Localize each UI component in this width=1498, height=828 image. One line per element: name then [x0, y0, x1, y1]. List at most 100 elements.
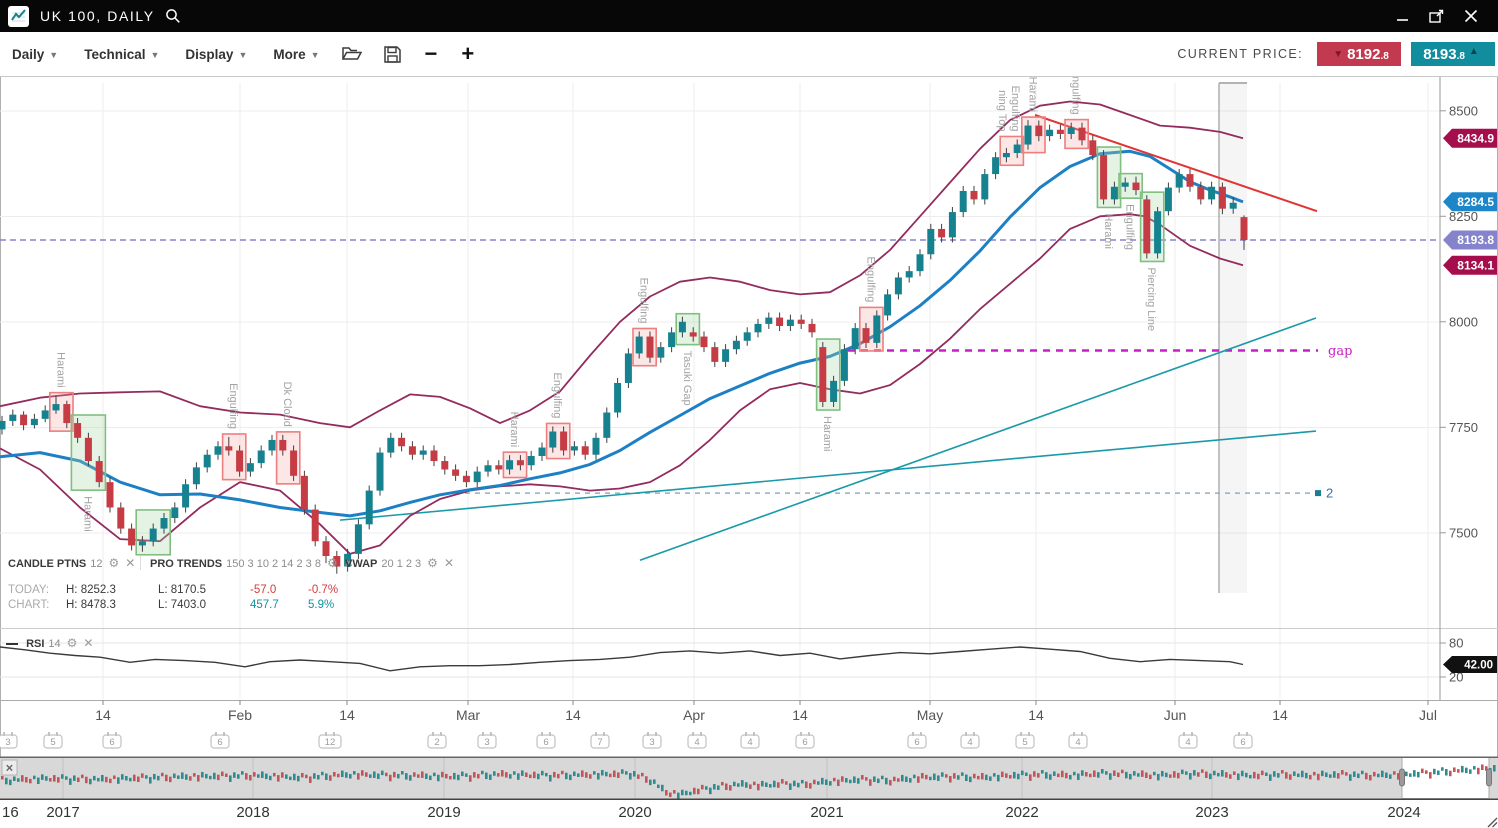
candle-body — [1154, 211, 1162, 254]
calendar-marker-icon[interactable] — [740, 734, 760, 749]
menu-display[interactable]: Display ▼ — [185, 46, 248, 62]
calendar-marker-icon[interactable] — [536, 734, 556, 749]
x-axis-label: May — [917, 707, 943, 723]
gear-icon[interactable]: ⚙ — [66, 636, 78, 650]
candle-body — [765, 317, 773, 324]
menu-timeframe[interactable]: Daily ▼ — [12, 46, 59, 62]
navigator-candle — [57, 777, 60, 783]
navigator-candle — [1481, 764, 1484, 770]
menu-technical[interactable]: Technical ▼ — [84, 46, 160, 62]
open-folder-icon[interactable] — [341, 46, 362, 62]
navigator-candle — [809, 783, 812, 789]
calendar-marker-icon[interactable] — [642, 734, 662, 749]
navigator-candle — [489, 774, 492, 780]
calendar-marker-icon[interactable] — [1178, 734, 1198, 749]
navigator-candle — [1165, 772, 1168, 778]
navigator-candle — [297, 775, 300, 782]
navigator-candle — [405, 773, 408, 780]
close-icon[interactable]: ✕ — [343, 556, 354, 570]
gear-icon[interactable]: ⚙ — [427, 556, 438, 570]
close-button[interactable] — [1464, 9, 1478, 23]
gear-icon[interactable]: ⚙ — [108, 556, 120, 570]
navigator-candle — [1021, 770, 1024, 776]
navigator-candle — [97, 777, 100, 782]
close-icon[interactable]: ✕ — [125, 556, 136, 570]
calendar-marker-icon[interactable] — [427, 734, 447, 749]
save-icon[interactable] — [383, 45, 401, 63]
calendar-marker-icon[interactable] — [907, 734, 927, 749]
navigator-candle — [497, 773, 500, 777]
calendar-marker-icon[interactable] — [477, 734, 497, 749]
calendar-marker-count: 4 — [694, 737, 699, 748]
candle-body — [387, 437, 395, 453]
calendar-marker-icon[interactable] — [102, 734, 122, 749]
calendar-marker-icon[interactable] — [590, 734, 610, 749]
calendar-marker-icon[interactable] — [43, 734, 63, 749]
navigator-candle — [281, 772, 284, 778]
line-label: gap — [1328, 344, 1352, 359]
calendar-marker-icon[interactable] — [1233, 734, 1253, 749]
calendar-marker-icon[interactable] — [687, 734, 707, 749]
navigator-candle — [817, 781, 820, 785]
pattern-label: Harami — [508, 412, 520, 447]
navigator-handle-right[interactable] — [1486, 768, 1492, 787]
x-axis-label: 14 — [1028, 707, 1044, 723]
candle-body — [905, 271, 913, 278]
navigator-candle — [729, 785, 732, 791]
navigator-candle — [993, 773, 996, 777]
pattern-label: Harami — [81, 496, 93, 531]
navigator-candle — [305, 774, 308, 779]
navigator-candle — [753, 781, 756, 786]
navigator-close-button[interactable] — [1, 759, 18, 776]
navigator-selection-window[interactable] — [1401, 757, 1490, 799]
navigator-handle-left[interactable] — [1399, 768, 1405, 787]
buy-price-button[interactable]: 8193.8 ▲ — [1411, 42, 1495, 66]
candle-body — [624, 353, 632, 383]
search-icon[interactable] — [165, 8, 181, 24]
navigator-candle — [921, 772, 924, 779]
candle-body — [635, 336, 643, 354]
calendar-marker-icon[interactable] — [318, 734, 342, 749]
navigator-candle — [109, 778, 112, 784]
zoom-in-button[interactable]: + — [461, 41, 475, 66]
calendar-marker-icon[interactable] — [210, 734, 230, 749]
navigator-candle — [89, 778, 92, 785]
sell-price-button[interactable]: ▼ 8192.8 — [1317, 42, 1401, 66]
navigator-candle — [265, 773, 268, 780]
history-navigator[interactable]: ✕ — [0, 756, 1498, 800]
navigator-candle — [1161, 770, 1164, 777]
minimize-button[interactable] — [1396, 10, 1409, 23]
main-chart[interactable]: gap 2 Harami Harami Engulfing Dk Cloud Harami E… — [0, 77, 1498, 628]
calendar-ring — [700, 732, 702, 736]
candle-body — [1089, 140, 1097, 156]
navigator-candle — [209, 775, 212, 780]
resize-handle[interactable] — [1485, 815, 1498, 828]
navigator-candle — [253, 772, 256, 777]
symbol-title: UK 100, DAILY — [40, 8, 155, 24]
candle-body — [354, 524, 362, 554]
navigator-candle — [941, 772, 944, 777]
candle-body — [840, 349, 848, 381]
candle-body — [938, 228, 946, 238]
calendar-marker-icon[interactable] — [0, 734, 18, 749]
navigator-candle — [533, 771, 536, 779]
calendar-marker-icon[interactable] — [960, 734, 980, 749]
calendar-marker-icon[interactable] — [1068, 734, 1088, 749]
menu-more[interactable]: More ▼ — [273, 46, 320, 62]
close-icon[interactable]: ✕ — [443, 556, 454, 570]
popout-button[interactable] — [1429, 9, 1444, 24]
candle-body — [527, 455, 535, 466]
navigator-candle — [1389, 774, 1392, 779]
candle-body — [732, 340, 740, 350]
navigator-candle — [917, 776, 920, 783]
zoom-out-button[interactable]: − — [424, 41, 438, 66]
calendar-marker-icon[interactable] — [795, 734, 815, 749]
calendar-marker-icon[interactable] — [1015, 734, 1035, 749]
close-icon[interactable]: ✕ — [83, 636, 94, 650]
calendar-marker-count: 6 — [217, 737, 222, 748]
calendar-ring — [1028, 732, 1030, 736]
navigator-candle — [5, 777, 8, 785]
gear-icon[interactable]: ⚙ — [326, 556, 338, 570]
candle-body — [614, 382, 622, 413]
